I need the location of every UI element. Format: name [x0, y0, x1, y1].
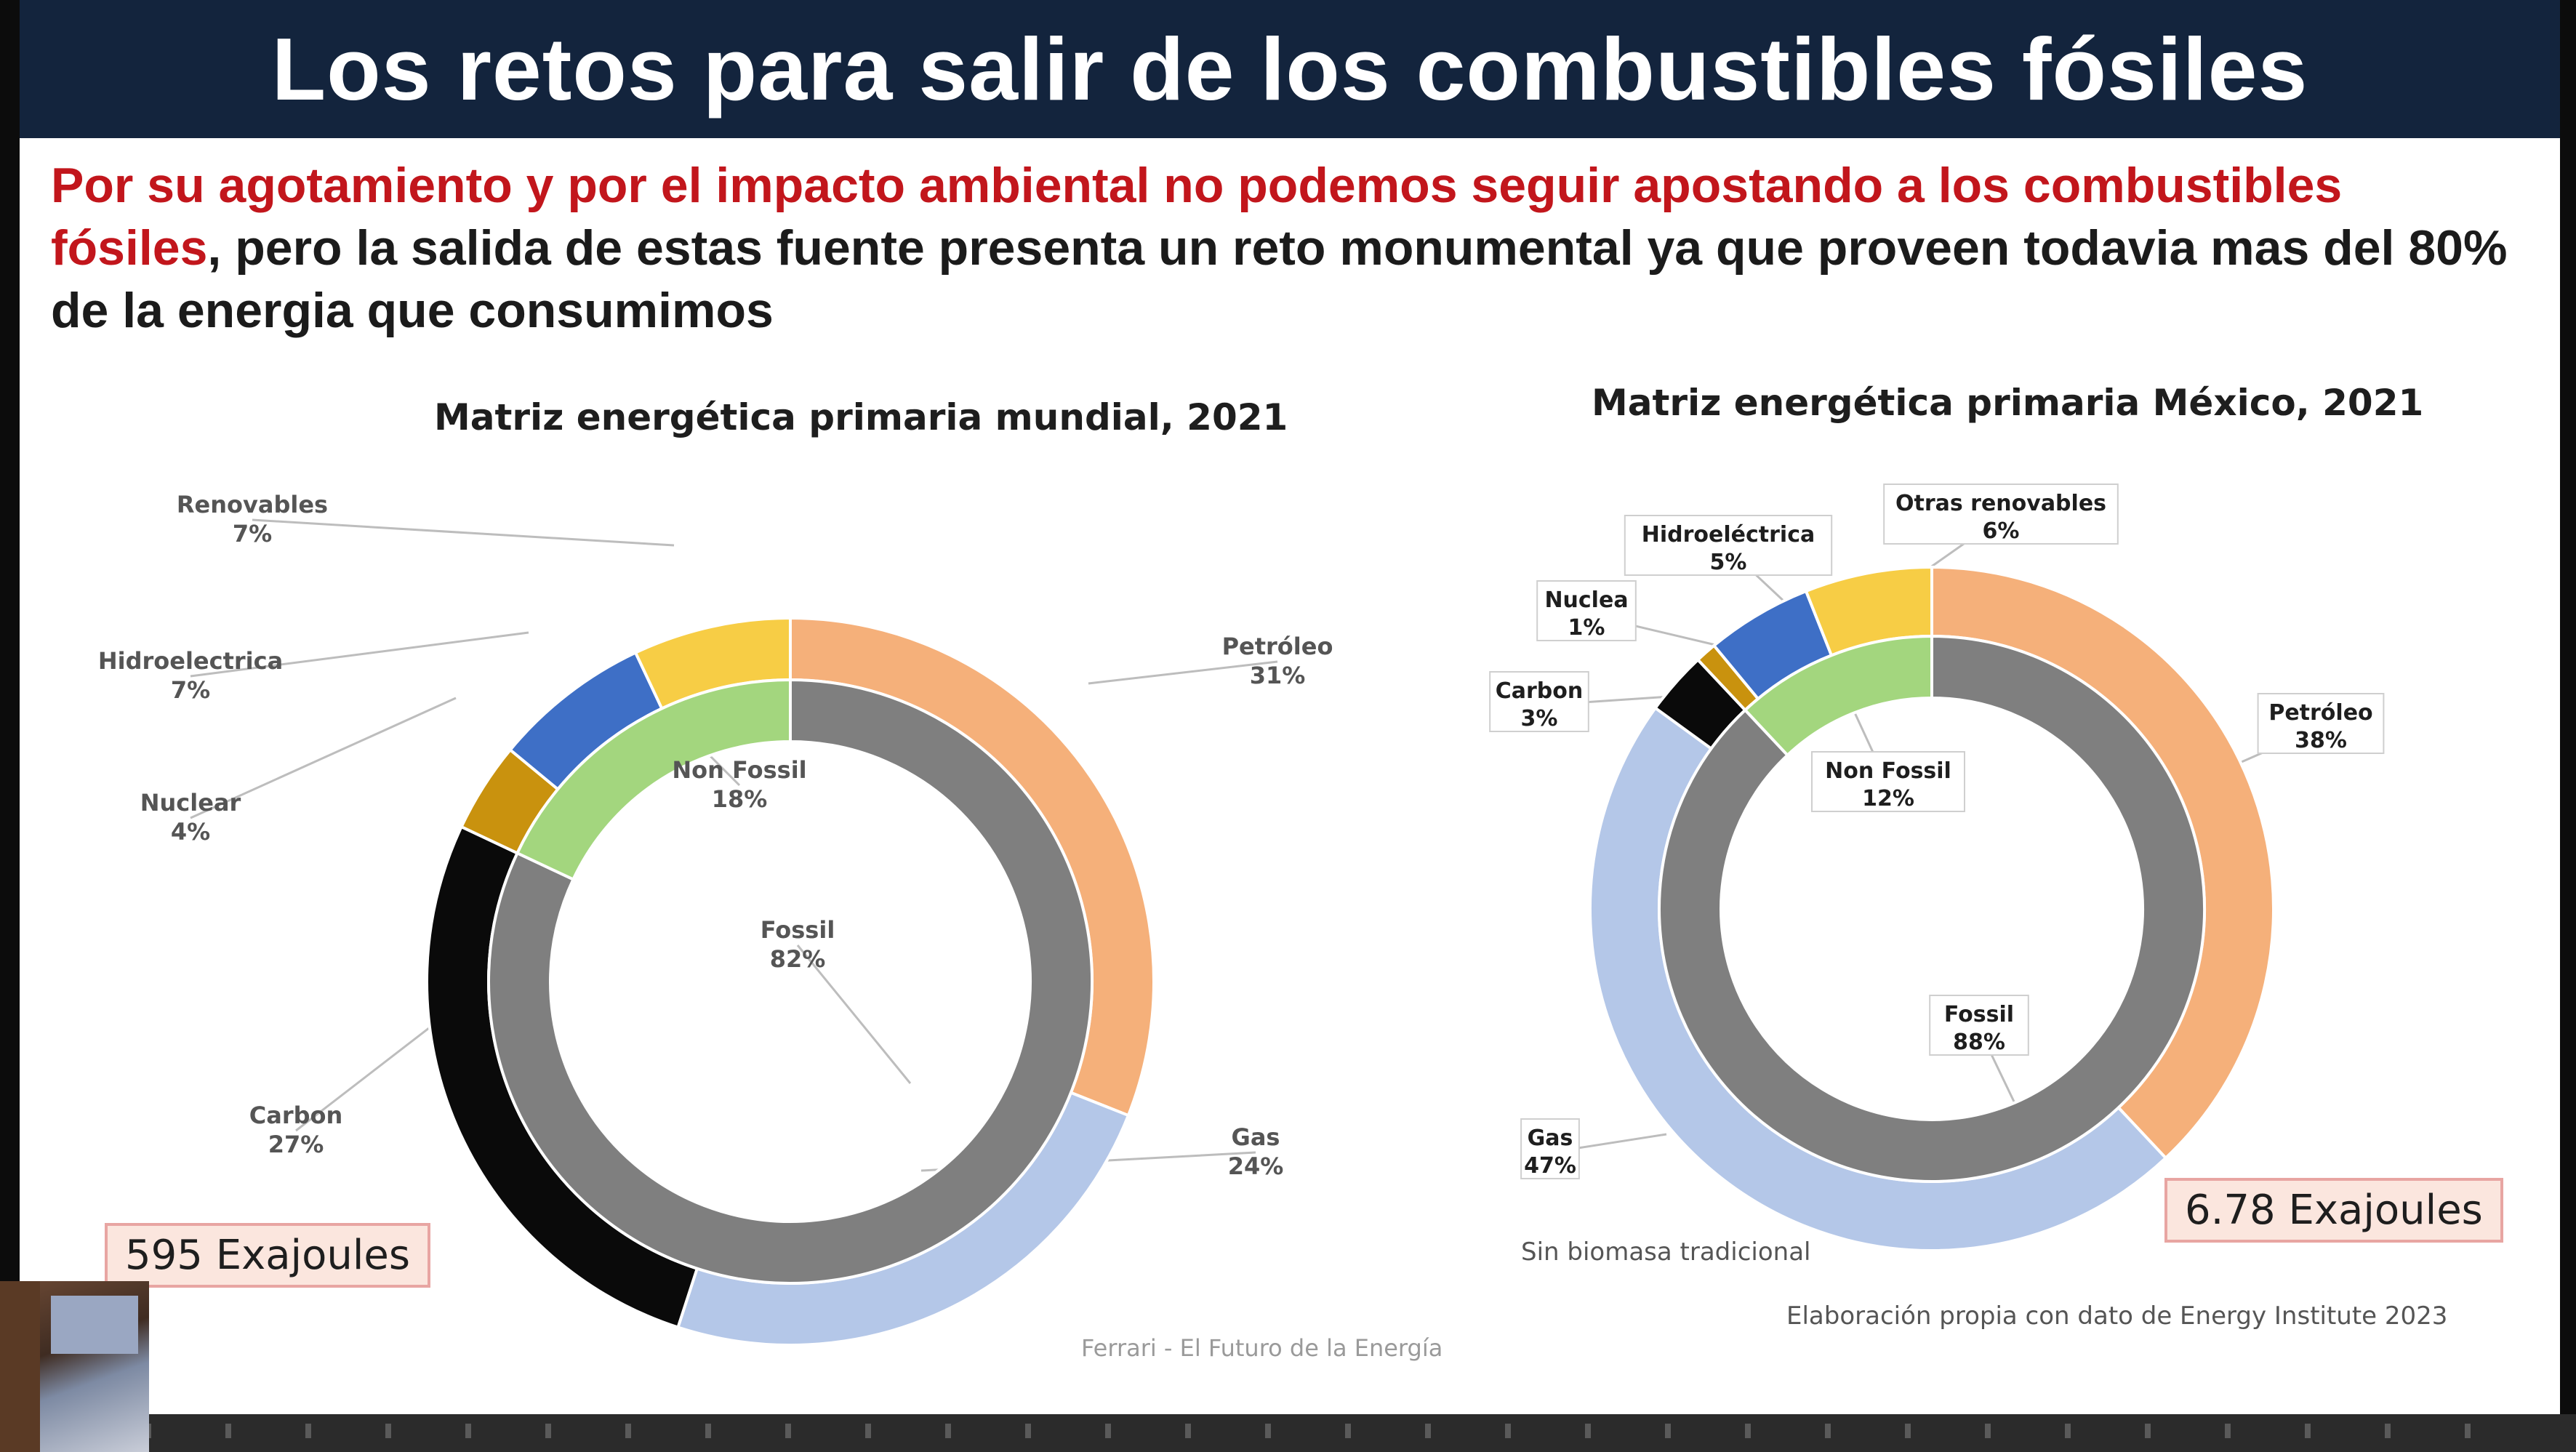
intro-black-text: , pero la salida de estas fuente present…: [51, 220, 2508, 338]
label-mundial-gas-value: 24%: [1228, 1152, 1284, 1180]
label-mexico-carbon-box: [1489, 671, 1589, 732]
total-label-mundial: 595 Exajoules: [105, 1223, 431, 1288]
label-mundial-nuclear-value: 4%: [171, 818, 210, 846]
slice-mundial-inner-non-fossil: [515, 678, 792, 882]
label-mexico-nuclea-box: [1536, 580, 1637, 641]
video-frame-right: [2560, 0, 2576, 1452]
label-mundial-hidroelectrica-leader: [190, 631, 529, 678]
label-mundial-renovables-name: Renovables: [177, 491, 328, 518]
slice-mexico-inner-fossil: [1657, 634, 2206, 1183]
label-mexico-gas-value: 47%: [1524, 1153, 1576, 1179]
chart-title-mundial: Matriz energética primaria mundial, 2021: [434, 396, 1288, 438]
label-mexico-inner-fossil-value: 88%: [1953, 1030, 2005, 1055]
label-mundial-petroleo-name: Petróleo: [1222, 633, 1333, 660]
label-mexico-inner-fossil: Fossil 88%: [1929, 995, 2029, 1056]
source-note: Elaboración propia con dato de Energy In…: [1786, 1301, 2448, 1331]
label-mundial-petroleo-value: 31%: [1250, 662, 1306, 689]
intro-paragraph: Por su agotamiento y por el impacto ambi…: [51, 154, 2523, 342]
label-mundial-carbon-value: 27%: [268, 1131, 324, 1158]
label-mundial-inner-non-fossil-name: Non Fossil: [672, 756, 806, 784]
donut-charts: Petróleo31%Gas24%Carbon27%Nuclear4%Hidro…: [98, 484, 2385, 1347]
label-mundial-renovables-value: 7%: [233, 520, 272, 547]
label-mexico-petroleo-value: 38%: [2295, 728, 2347, 753]
label-mundial-gas-name: Gas: [1232, 1123, 1280, 1151]
label-mundial-inner-fossil-leader: [796, 944, 912, 1084]
video-frame-left: [0, 0, 20, 1452]
label-mundial-carbon-name: Carbon: [249, 1102, 343, 1129]
label-mexico-inner-fossil-name: Fossil: [1944, 1002, 2014, 1027]
slice-mexico-inner-non-fossil: [1743, 634, 1933, 758]
label-mexico-gas-box: [1520, 1118, 1580, 1179]
label-mexico-hidroelectrica-box: [1624, 515, 1833, 576]
label-mexico-hidroelectrica-name: Hidroeléctrica: [1642, 522, 1815, 547]
label-mexico-otras-renovables-box: [1883, 484, 2119, 545]
footer-center: Ferrari - El Futuro de la Energía: [1081, 1334, 1443, 1362]
label-mundial-inner-non-fossil-value: 18%: [712, 785, 768, 813]
label-mundial-petroleo-leader: [1088, 660, 1278, 685]
webcam-thumbnail: [0, 1281, 149, 1452]
label-mexico-carbon-name: Carbon: [1496, 678, 1584, 704]
label-mundial-inner-fossil-value: 82%: [770, 945, 826, 973]
slice-mundial-inner-fossil: [487, 678, 1094, 1285]
note-sin-biomasa: Sin biomasa tradicional: [1521, 1238, 1811, 1267]
total-label-mexico: 6.78 Exajoules: [2164, 1178, 2503, 1243]
chart-title-mexico: Matriz energética primaria México, 2021: [1592, 382, 2424, 424]
slide-body: Por su agotamiento y por el impacto ambi…: [20, 138, 2560, 1414]
label-mexico-otras-renovables-name: Otras renovables: [1895, 491, 2106, 516]
label-mexico-inner-non-fossil-box: [1811, 751, 1965, 812]
slide-title: Los retos para salir de los combustibles…: [271, 20, 2308, 119]
video-bottom-strip: [145, 1424, 2545, 1438]
label-mundial-nuclear-leader: [190, 697, 457, 819]
label-mexico-inner-non-fossil-name: Non Fossil: [1825, 758, 1951, 784]
label-mexico-gas-name: Gas: [1528, 1126, 1573, 1151]
label-mundial-renovables-leader: [252, 518, 675, 547]
label-mexico-nuclea-name: Nuclea: [1544, 587, 1628, 613]
label-mexico-petroleo-box: [2257, 693, 2385, 754]
label-mexico-otras-renovables-value: 6%: [1983, 518, 2020, 544]
label-mexico-carbon-value: 3%: [1521, 706, 1558, 731]
label-mexico-hidroelectrica-value: 5%: [1710, 550, 1747, 575]
label-mexico-nuclea-value: 1%: [1568, 615, 1605, 641]
label-mexico-petroleo-name: Petróleo: [2268, 700, 2372, 726]
label-mexico-hidroelectrica: Hidroeléctrica 5%: [1624, 515, 1833, 576]
label-mundial-nuclear-name: Nuclear: [140, 789, 241, 817]
label-mexico-inner-non-fossil-value: 12%: [1862, 786, 1914, 811]
label-mundial-hidroelectrica-value: 7%: [171, 676, 210, 704]
label-mundial-inner-fossil-name: Fossil: [761, 916, 835, 944]
label-mexico-inner-fossil-box: [1929, 995, 2029, 1056]
label-mundial-hidroelectrica-name: Hidroelectrica: [98, 647, 283, 675]
slide-title-bar: Los retos para salir de los combustibles…: [20, 0, 2560, 138]
intro-red-text: Por su agotamiento y por el impacto ambi…: [51, 158, 2343, 276]
